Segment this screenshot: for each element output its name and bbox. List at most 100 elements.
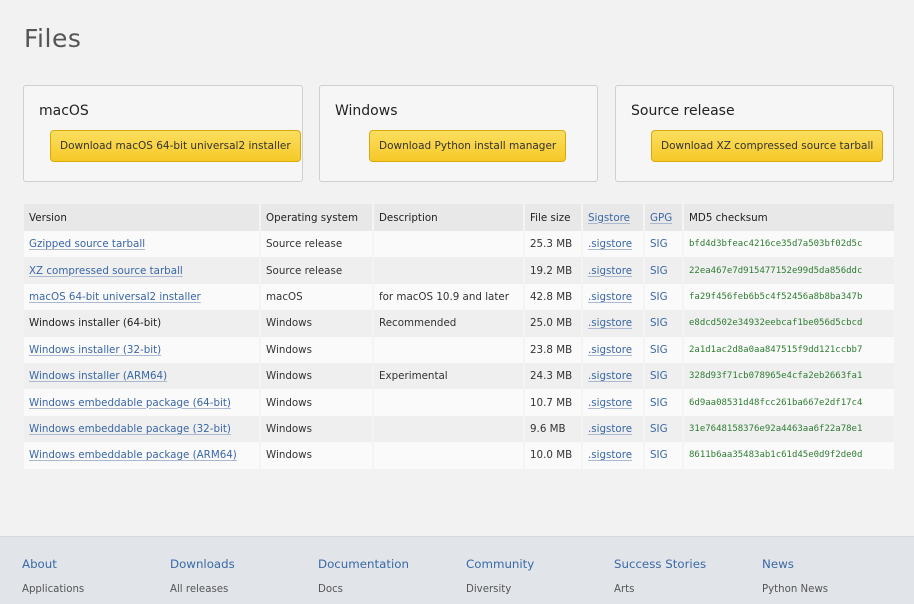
file-link[interactable]: XZ compressed source tarball [29,264,183,277]
footer-link-diversity[interactable]: Diversity [466,584,512,595]
footer-heading-documentation[interactable]: Documentation [318,557,409,571]
download-macos-button[interactable]: Download macOS 64-bit universal2 install… [50,130,301,162]
description-cell [372,336,524,363]
sigstore-link[interactable]: .sigstore [588,370,633,383]
os-cell: Windows [259,415,373,443]
source-card-title: Source release [631,103,735,119]
footer-heading-community[interactable]: Community [466,557,535,571]
header-description: Description [372,204,524,231]
file-link[interactable]: Windows installer (32-bit) [29,343,162,356]
size-cell: 10.0 MB [523,442,582,469]
footer-link-python-news[interactable]: Python News [762,584,829,595]
sigstore-link[interactable]: .sigstore [588,396,633,409]
footer-column-downloads: Downloads All releases [170,557,235,595]
file-link[interactable]: Windows embeddable package (32-bit) [29,422,231,435]
sigstore-link[interactable]: .sigstore [588,317,633,330]
sigstore-cell: .sigstore [581,283,644,311]
md5-cell: fa29f456feb6b5c4f52456a8b8ba347b [682,283,894,311]
file-link[interactable]: Windows embeddable package (64-bit) [29,396,231,409]
description-cell [372,257,524,284]
page-title: Files [24,24,82,53]
md5-cell: 22ea467e7d915477152e99d5da856ddc [682,257,894,284]
footer-heading-about[interactable]: About [22,557,57,571]
size-cell: 25.0 MB [523,310,582,337]
gpg-cell: SIG [643,310,683,337]
gpg-cell: SIG [643,362,683,390]
header-md5: MD5 checksum [682,204,894,231]
footer-heading-news[interactable]: News [762,557,794,571]
size-cell: 24.3 MB [523,362,582,390]
gpg-cell: SIG [643,336,683,363]
sig-link[interactable]: SIG [650,264,668,277]
footer-heading-downloads[interactable]: Downloads [170,557,235,571]
file-link[interactable]: Gzipped source tarball [29,238,146,251]
sigstore-link[interactable]: .sigstore [588,422,633,435]
table-header-row: Version Operating system Description Fil… [24,204,894,231]
sig-link[interactable]: SIG [650,317,668,330]
table-row: macOS 64-bit universal2 installer macOS … [24,283,894,311]
sigstore-cell: .sigstore [581,415,644,443]
sig-link[interactable]: SIG [650,370,668,383]
windows-card: Windows Download Python install manager [319,85,598,182]
header-sigstore: Sigstore [581,204,644,231]
table-row: Windows embeddable package (32-bit) Wind… [24,415,894,443]
download-source-button[interactable]: Download XZ compressed source tarball [651,130,884,162]
footer-column-about: About Applications [22,557,84,595]
table-row: XZ compressed source tarball Source rele… [24,257,894,284]
gpg-cell: SIG [643,415,683,443]
sig-link[interactable]: SIG [650,449,668,462]
table-row: Windows installer (ARM64) Windows Experi… [24,362,894,390]
footer-link-docs[interactable]: Docs [318,584,343,595]
sigstore-link[interactable]: .sigstore [588,290,633,303]
md5-cell: 8611b6aa35483ab1c61d45e0d9f2de0d [682,442,894,469]
sigstore-link[interactable]: .sigstore [588,238,633,251]
table-row: Windows embeddable package (ARM64) Windo… [24,442,894,469]
version-cell: Gzipped source tarball [24,231,260,258]
sigstore-link[interactable]: .sigstore [588,449,633,462]
footer-link-all-releases[interactable]: All releases [170,584,229,595]
os-cell: Windows [259,442,373,469]
file-link[interactable]: macOS 64-bit universal2 installer [29,290,201,303]
description-cell: Recommended [372,310,524,337]
gpg-cell: SIG [643,283,683,311]
size-cell: 42.8 MB [523,283,582,311]
sigstore-header-link[interactable]: Sigstore [588,211,630,224]
sigstore-cell: .sigstore [581,362,644,390]
footer-link-arts[interactable]: Arts [614,584,635,595]
sigstore-cell: .sigstore [581,442,644,469]
md5-cell: 2a1d1ac2d8a0aa847515f9dd121ccbb7 [682,336,894,363]
file-link[interactable]: Windows installer (ARM64) [29,370,168,383]
sigstore-link[interactable]: .sigstore [588,343,633,356]
sig-link[interactable]: SIG [650,343,668,356]
md5-cell: 31e7648158376e92a4463aa6f22a78e1 [682,415,894,443]
os-cell: Source release [259,257,373,284]
size-cell: 9.6 MB [523,415,582,443]
md5-cell: e8dcd502e34932eebcaf1be056d5cbcd [682,310,894,337]
sig-link[interactable]: SIG [650,290,668,303]
footer-column-community: Community Diversity [466,557,534,595]
version-cell: Windows installer (64-bit) [24,310,260,337]
sigstore-link[interactable]: .sigstore [588,264,633,277]
footer-heading-success-stories[interactable]: Success Stories [614,557,707,571]
site-footer: About Applications Downloads All release… [0,536,914,604]
os-cell: macOS [259,283,373,311]
version-cell: macOS 64-bit universal2 installer [24,283,260,311]
description-cell [372,389,524,416]
sig-link[interactable]: SIG [650,396,668,409]
footer-link-applications[interactable]: Applications [22,584,85,595]
sig-link[interactable]: SIG [650,422,668,435]
file-link[interactable]: Windows embeddable package (ARM64) [29,449,237,462]
description-cell [372,442,524,469]
download-windows-button[interactable]: Download Python install manager [369,130,567,162]
version-cell: XZ compressed source tarball [24,257,260,284]
table-row: Windows embeddable package (64-bit) Wind… [24,389,894,416]
gpg-header-link[interactable]: GPG [650,211,673,224]
version-cell: Windows embeddable package (ARM64) [24,442,260,469]
size-cell: 23.8 MB [523,336,582,363]
table-row: Windows installer (64-bit) Windows Recom… [24,310,894,337]
table-row: Windows installer (32-bit) Windows 23.8 … [24,336,894,363]
size-cell: 10.7 MB [523,389,582,416]
sig-link[interactable]: SIG [650,238,668,251]
file-link[interactable]: Windows installer (64-bit) [29,317,162,330]
sigstore-cell: .sigstore [581,310,644,337]
